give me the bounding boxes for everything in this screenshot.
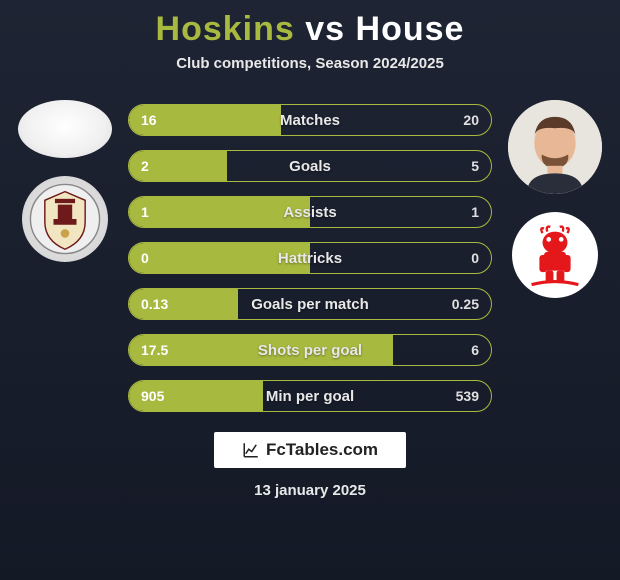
comparison-panel: 16Matches20 2Goals5 1Assists1 0Hattricks0 0.… (0, 100, 620, 412)
stat-value-right: 20 (463, 112, 479, 128)
player1-photo (18, 100, 112, 158)
player2-side (500, 100, 610, 298)
stat-value-right: 539 (456, 388, 479, 404)
site-branding: FcTables.com (214, 432, 406, 468)
stat-fill-left (129, 243, 310, 273)
player1-side (10, 100, 120, 262)
stat-value-left: 0.13 (141, 296, 168, 312)
subtitle: Club competitions, Season 2024/2025 (176, 55, 444, 72)
stat-row: 0Hattricks0 (128, 242, 492, 274)
player1-name: Hoskins (156, 10, 295, 48)
player2-photo-icon (508, 100, 602, 194)
stat-value-right: 1 (471, 204, 479, 220)
player2-club-crest (512, 212, 598, 298)
player2-name: House (356, 10, 465, 48)
stat-value-left: 17.5 (141, 342, 168, 358)
chart-icon (242, 441, 260, 459)
stat-row: 16Matches20 (128, 104, 492, 136)
stat-row: 17.5Shots per goal6 (128, 334, 492, 366)
stat-value-right: 0 (471, 250, 479, 266)
player1-photo-placeholder (18, 100, 112, 158)
crest-left-icon (29, 183, 101, 255)
player2-photo (508, 100, 602, 194)
stat-value-left: 16 (141, 112, 157, 128)
site-name: FcTables.com (266, 440, 378, 460)
stat-row: 0.13Goals per match0.25 (128, 288, 492, 320)
stat-bars: 16Matches20 2Goals5 1Assists1 0Hattricks0 0.… (128, 100, 492, 412)
stat-value-right: 6 (471, 342, 479, 358)
stat-fill-left (129, 197, 310, 227)
stat-value-right: 5 (471, 158, 479, 174)
stat-value-left: 0 (141, 250, 149, 266)
stat-value-left: 1 (141, 204, 149, 220)
page-title: Hoskins vs House (156, 10, 465, 49)
stat-row: 2Goals5 (128, 150, 492, 182)
stat-fill-left (129, 335, 393, 365)
stat-value-left: 905 (141, 388, 164, 404)
date-label: 13 january 2025 (254, 482, 366, 499)
stat-row: 1Assists1 (128, 196, 492, 228)
crest-right-icon (516, 216, 594, 294)
vs-text: vs (305, 10, 345, 48)
stat-value-left: 2 (141, 158, 149, 174)
stat-row: 905Min per goal539 (128, 380, 492, 412)
player1-club-crest (22, 176, 108, 262)
stat-value-right: 0.25 (452, 296, 479, 312)
